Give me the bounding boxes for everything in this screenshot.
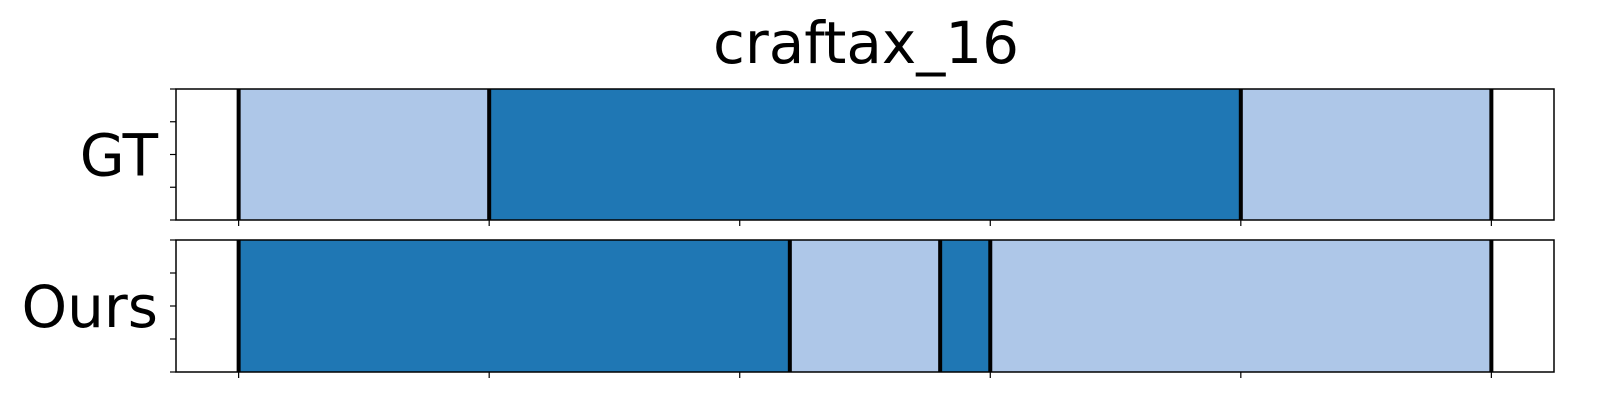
segment-ours-3	[990, 240, 1492, 372]
segment-ours-2	[940, 240, 991, 372]
chart-title: craftax_16	[713, 9, 1019, 77]
row-label-ours: Ours	[22, 273, 158, 341]
segment-ours-1	[789, 240, 941, 372]
segment-gt-2	[1240, 89, 1492, 220]
segment-gt-0	[238, 89, 490, 220]
row-label-gt: GT	[80, 122, 159, 190]
segment-ours-0	[238, 240, 790, 372]
segment-gt-1	[489, 89, 1241, 220]
